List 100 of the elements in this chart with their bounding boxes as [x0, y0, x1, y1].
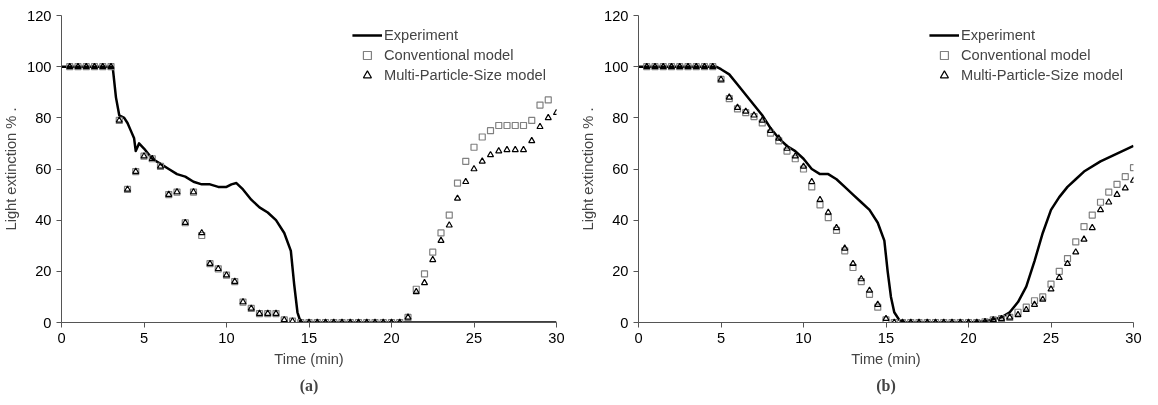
point — [1047, 285, 1055, 292]
point — [775, 137, 783, 145]
y-tick-label: 100 — [27, 58, 52, 75]
point — [849, 263, 857, 272]
legend-label: Conventional model — [960, 47, 1091, 63]
point — [1047, 280, 1055, 288]
point — [799, 162, 808, 169]
point — [865, 286, 874, 293]
point — [1063, 259, 1072, 266]
point — [470, 164, 478, 172]
text: (a) — [299, 376, 319, 395]
point — [503, 121, 511, 130]
point — [445, 221, 453, 228]
point — [462, 157, 470, 165]
point — [519, 121, 528, 130]
legend-label: Multi-Particle-Size model — [960, 67, 1123, 83]
x-tick-label: 0 — [634, 329, 643, 346]
y-tick-label: 60 — [35, 161, 52, 177]
point — [1055, 267, 1063, 275]
y-tick-label: 60 — [612, 161, 629, 177]
y-tick-label: 80 — [612, 109, 629, 126]
y-tick-label: 80 — [35, 109, 52, 126]
y-axis-title: Light extinction % . — [580, 107, 597, 231]
point — [1096, 205, 1105, 213]
point — [1080, 222, 1088, 231]
point — [437, 236, 445, 243]
point — [1096, 198, 1105, 206]
point — [1055, 273, 1063, 281]
point — [544, 113, 552, 121]
point — [478, 157, 486, 164]
y-axis-title: Light extinction % . — [3, 107, 20, 231]
y-tick-label: 120 — [27, 7, 52, 24]
point — [511, 121, 519, 130]
point — [528, 116, 536, 124]
point — [1088, 211, 1096, 219]
y-tick-label: 0 — [43, 314, 52, 331]
point — [1063, 254, 1072, 263]
point — [766, 129, 775, 137]
point — [1105, 198, 1113, 205]
point — [198, 228, 206, 236]
point — [1072, 238, 1080, 246]
legend-label: Conventional model — [383, 47, 514, 63]
point — [766, 126, 775, 133]
point — [874, 300, 882, 307]
point — [198, 231, 206, 240]
x-axis-title: Time (min) — [274, 350, 344, 367]
legend-label: Experiment — [960, 27, 1036, 43]
y-tick-label: 100 — [604, 58, 629, 75]
point — [445, 211, 453, 219]
point — [495, 147, 503, 154]
point — [528, 136, 536, 144]
point — [1105, 188, 1113, 196]
x-axis-title: Time (min) — [851, 350, 921, 367]
point — [486, 127, 495, 135]
point — [857, 277, 865, 286]
point — [429, 248, 437, 256]
point — [783, 147, 791, 155]
x-tick-label: 15 — [877, 329, 895, 346]
point — [799, 165, 808, 173]
x-tick-label: 30 — [1125, 329, 1142, 346]
point — [1080, 235, 1088, 242]
point — [865, 290, 874, 298]
y-tick-label: 20 — [612, 263, 629, 280]
point — [1121, 173, 1129, 181]
point — [1121, 184, 1129, 191]
x-tick-label: 15 — [300, 329, 318, 346]
point — [808, 183, 816, 191]
point — [429, 255, 437, 263]
point — [874, 303, 882, 311]
point — [453, 179, 462, 187]
point — [791, 155, 799, 163]
x-tick-label: 0 — [57, 329, 66, 346]
point — [841, 244, 849, 251]
x-tick-label: 25 — [1042, 329, 1060, 346]
x-tick-label: 20 — [383, 329, 400, 346]
point — [1088, 223, 1096, 231]
y-tick-label: 120 — [604, 7, 629, 24]
point — [511, 145, 519, 153]
x-tick-label: 20 — [960, 329, 977, 346]
point — [495, 121, 503, 130]
point — [536, 101, 544, 109]
x-tick-label: 10 — [218, 329, 235, 346]
point — [808, 177, 816, 185]
point — [1072, 248, 1080, 255]
x-tick-label: 25 — [465, 329, 483, 346]
point — [775, 134, 783, 141]
point — [453, 194, 462, 201]
text: (b) — [876, 376, 896, 395]
point — [857, 274, 865, 282]
y-tick-label: 20 — [35, 263, 52, 280]
point — [758, 119, 766, 127]
point — [758, 116, 766, 123]
x-tick-label: 30 — [548, 329, 565, 346]
point — [437, 229, 445, 237]
x-tick-label: 5 — [139, 329, 149, 346]
point — [470, 143, 478, 151]
point — [783, 144, 791, 151]
point — [1113, 180, 1121, 188]
point — [420, 270, 429, 278]
point — [791, 152, 799, 159]
